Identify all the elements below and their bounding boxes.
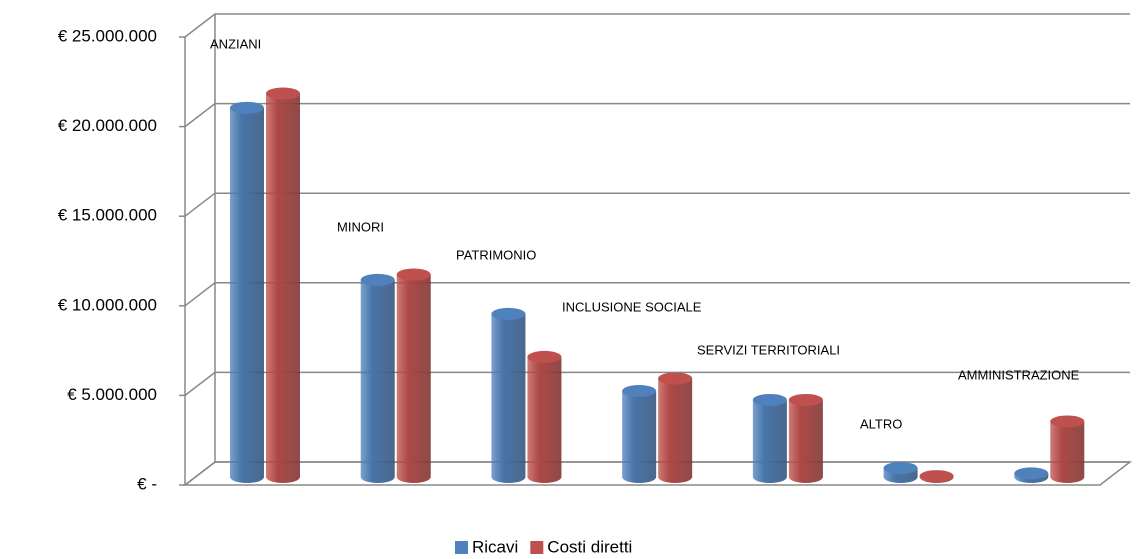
- legend-swatch: [455, 541, 468, 554]
- bar: [788, 393, 823, 483]
- category-label: ANZIANI: [210, 36, 261, 51]
- y-tick-label: € 20.000.000: [58, 116, 157, 135]
- legend-label: Ricavi: [472, 537, 518, 556]
- grid-line: [184, 13, 1130, 38]
- category-label: MINORI: [337, 219, 384, 234]
- category-label: ALTRO: [860, 416, 902, 431]
- grid-line: [184, 371, 1130, 396]
- bar: [658, 372, 693, 483]
- category-label: SERVIZI TERRITORIALI: [697, 342, 840, 357]
- y-tick-label: € 15.000.000: [58, 206, 157, 225]
- legend: Ricavi Costi diretti: [455, 537, 632, 556]
- bar: [1050, 415, 1085, 483]
- category-label: AMMINISTRAZIONE: [958, 367, 1080, 382]
- y-tick-label: € 25.000.000: [58, 26, 157, 45]
- bar: [883, 462, 918, 483]
- category-label: INCLUSIONE SOCIALE: [562, 299, 702, 314]
- bar: [1014, 467, 1049, 484]
- grid-line: [184, 282, 1130, 307]
- bar: [360, 273, 395, 483]
- category-label: PATRIMONIO: [456, 247, 536, 262]
- y-tick-label: € 10.000.000: [58, 295, 157, 314]
- grid-line: [184, 192, 1130, 217]
- bar: [919, 470, 954, 483]
- bar: [527, 350, 562, 483]
- bar: [396, 268, 431, 483]
- y-tick-label: € -: [137, 474, 157, 493]
- floor: [182, 461, 1133, 486]
- bar: [752, 393, 787, 483]
- bar: [266, 87, 300, 484]
- bar: [622, 384, 657, 483]
- legend-label: Costi diretti: [547, 537, 632, 556]
- grid-line: [184, 102, 1130, 128]
- legend-swatch: [530, 541, 544, 554]
- bar: [230, 101, 264, 484]
- bar: [491, 307, 526, 484]
- grid-line: [184, 461, 1130, 486]
- y-tick-label: € 5.000.000: [67, 385, 157, 404]
